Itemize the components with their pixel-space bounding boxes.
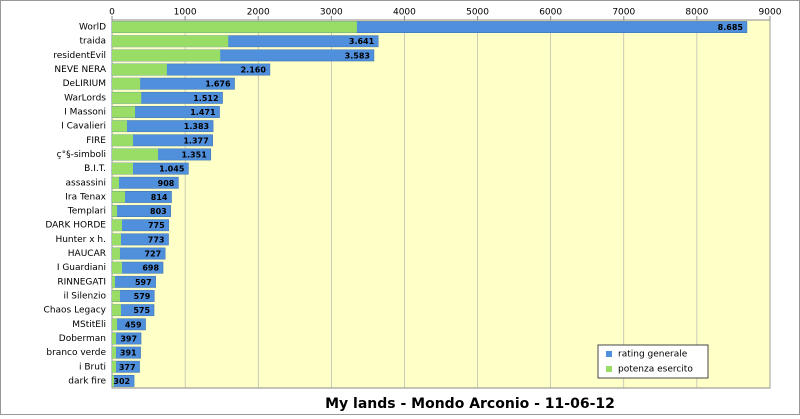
y-tick-label: FIRE xyxy=(86,136,106,146)
y-tick-label: Templari xyxy=(67,207,106,217)
data-label: 814 xyxy=(151,193,168,202)
y-tick-label: DeLIRIUM xyxy=(63,79,106,89)
bar xyxy=(112,290,120,302)
bar xyxy=(112,63,167,76)
y-tick-label: Doberman xyxy=(59,334,106,344)
x-tick-label: 8000 xyxy=(685,8,708,18)
y-tick-label: traida xyxy=(80,37,106,47)
y-tick-label: branco verde xyxy=(46,348,106,358)
y-tick-label: il Silenzio xyxy=(63,292,106,302)
bar xyxy=(112,346,117,359)
data-label: 773 xyxy=(148,235,165,244)
y-tick-label: I Massoni xyxy=(64,108,106,118)
data-label: 391 xyxy=(120,349,137,358)
data-label: 3.641 xyxy=(349,37,375,46)
y-tick-label: MStitEli xyxy=(72,320,106,330)
y-tick-label: i Bruti xyxy=(79,362,106,372)
data-label: 377 xyxy=(119,363,136,372)
legend-swatch xyxy=(606,351,612,357)
x-tick-label: 6000 xyxy=(539,8,562,18)
chart-title: My lands - Mondo Arconio - 11-06-12 xyxy=(325,396,615,412)
y-tick-label: Chaos Legacy xyxy=(44,306,107,316)
x-tick-label: 7000 xyxy=(612,8,635,18)
data-label: 803 xyxy=(150,207,167,216)
y-tick-label: Ira Tenax xyxy=(65,192,106,202)
y-tick-label: dark fire xyxy=(68,376,106,386)
data-label: 597 xyxy=(135,278,152,287)
data-label: 1.471 xyxy=(190,108,216,117)
bar xyxy=(112,177,120,189)
bar xyxy=(112,276,115,288)
data-label: 459 xyxy=(125,320,142,329)
y-tick-label: residentEvil xyxy=(53,51,106,61)
data-label: 1.351 xyxy=(181,150,207,159)
y-tick-label: Hunter x h. xyxy=(55,235,106,245)
data-label: 3.583 xyxy=(345,51,370,60)
bar xyxy=(112,361,117,373)
bar xyxy=(112,205,117,217)
y-tick-label: I Guardiani xyxy=(57,263,106,273)
bar xyxy=(112,148,159,161)
y-tick-label: RINNEGATI xyxy=(57,277,106,287)
legend-label: potenza esercito xyxy=(618,365,693,375)
y-tick-label: WarLords xyxy=(64,93,106,103)
bar xyxy=(112,49,221,62)
y-tick-label: NEVE NERA xyxy=(54,65,106,75)
data-label: 698 xyxy=(142,264,159,273)
data-label: 2.160 xyxy=(241,66,267,75)
data-label: 8.685 xyxy=(718,23,744,32)
bar xyxy=(112,233,121,246)
data-label: 1.045 xyxy=(159,165,185,174)
data-label: 575 xyxy=(133,306,150,315)
bar xyxy=(112,21,357,33)
bar xyxy=(112,318,117,330)
bar xyxy=(112,35,229,47)
bar xyxy=(112,106,136,118)
bar xyxy=(112,262,123,274)
data-label: 1.383 xyxy=(184,122,209,131)
bar xyxy=(112,332,117,345)
x-tick-label: 5000 xyxy=(466,8,489,18)
data-label: 1.512 xyxy=(193,94,218,103)
y-tick-label: WorlD xyxy=(79,23,106,33)
y-tick-label: DARK HORDE xyxy=(45,221,106,231)
data-label: 727 xyxy=(144,250,161,259)
bar xyxy=(112,304,121,316)
bar xyxy=(112,219,123,231)
bar xyxy=(112,92,142,104)
data-label: 908 xyxy=(158,179,175,188)
data-label: 775 xyxy=(148,221,165,230)
data-label: 1.676 xyxy=(205,80,231,89)
y-tick-label: ç°§-simboli xyxy=(57,150,106,160)
legend-box xyxy=(597,344,709,379)
data-label: 397 xyxy=(120,334,137,343)
legend-label: rating generale xyxy=(618,350,688,360)
y-tick-label: HAUCAR xyxy=(68,249,106,259)
x-tick-label: 4000 xyxy=(393,8,416,18)
bar xyxy=(112,375,114,387)
y-tick-label: assassini xyxy=(66,178,107,188)
data-label: 1.377 xyxy=(183,136,208,145)
bar xyxy=(112,162,133,175)
bar xyxy=(112,78,141,90)
data-label: 302 xyxy=(113,377,130,386)
bar xyxy=(112,247,120,260)
x-tick-label: 3000 xyxy=(320,8,343,18)
bar xyxy=(112,191,126,203)
x-tick-label: 2000 xyxy=(247,8,270,18)
x-tick-label: 0 xyxy=(109,8,115,18)
x-tick-label: 1000 xyxy=(174,8,197,18)
bar xyxy=(112,120,127,132)
legend-swatch xyxy=(606,366,612,372)
data-label: 579 xyxy=(134,292,151,301)
bar xyxy=(112,134,133,146)
y-tick-label: B.I.T. xyxy=(84,164,106,174)
y-tick-label: I Cavalieri xyxy=(61,122,106,132)
x-tick-label: 9000 xyxy=(759,8,782,18)
